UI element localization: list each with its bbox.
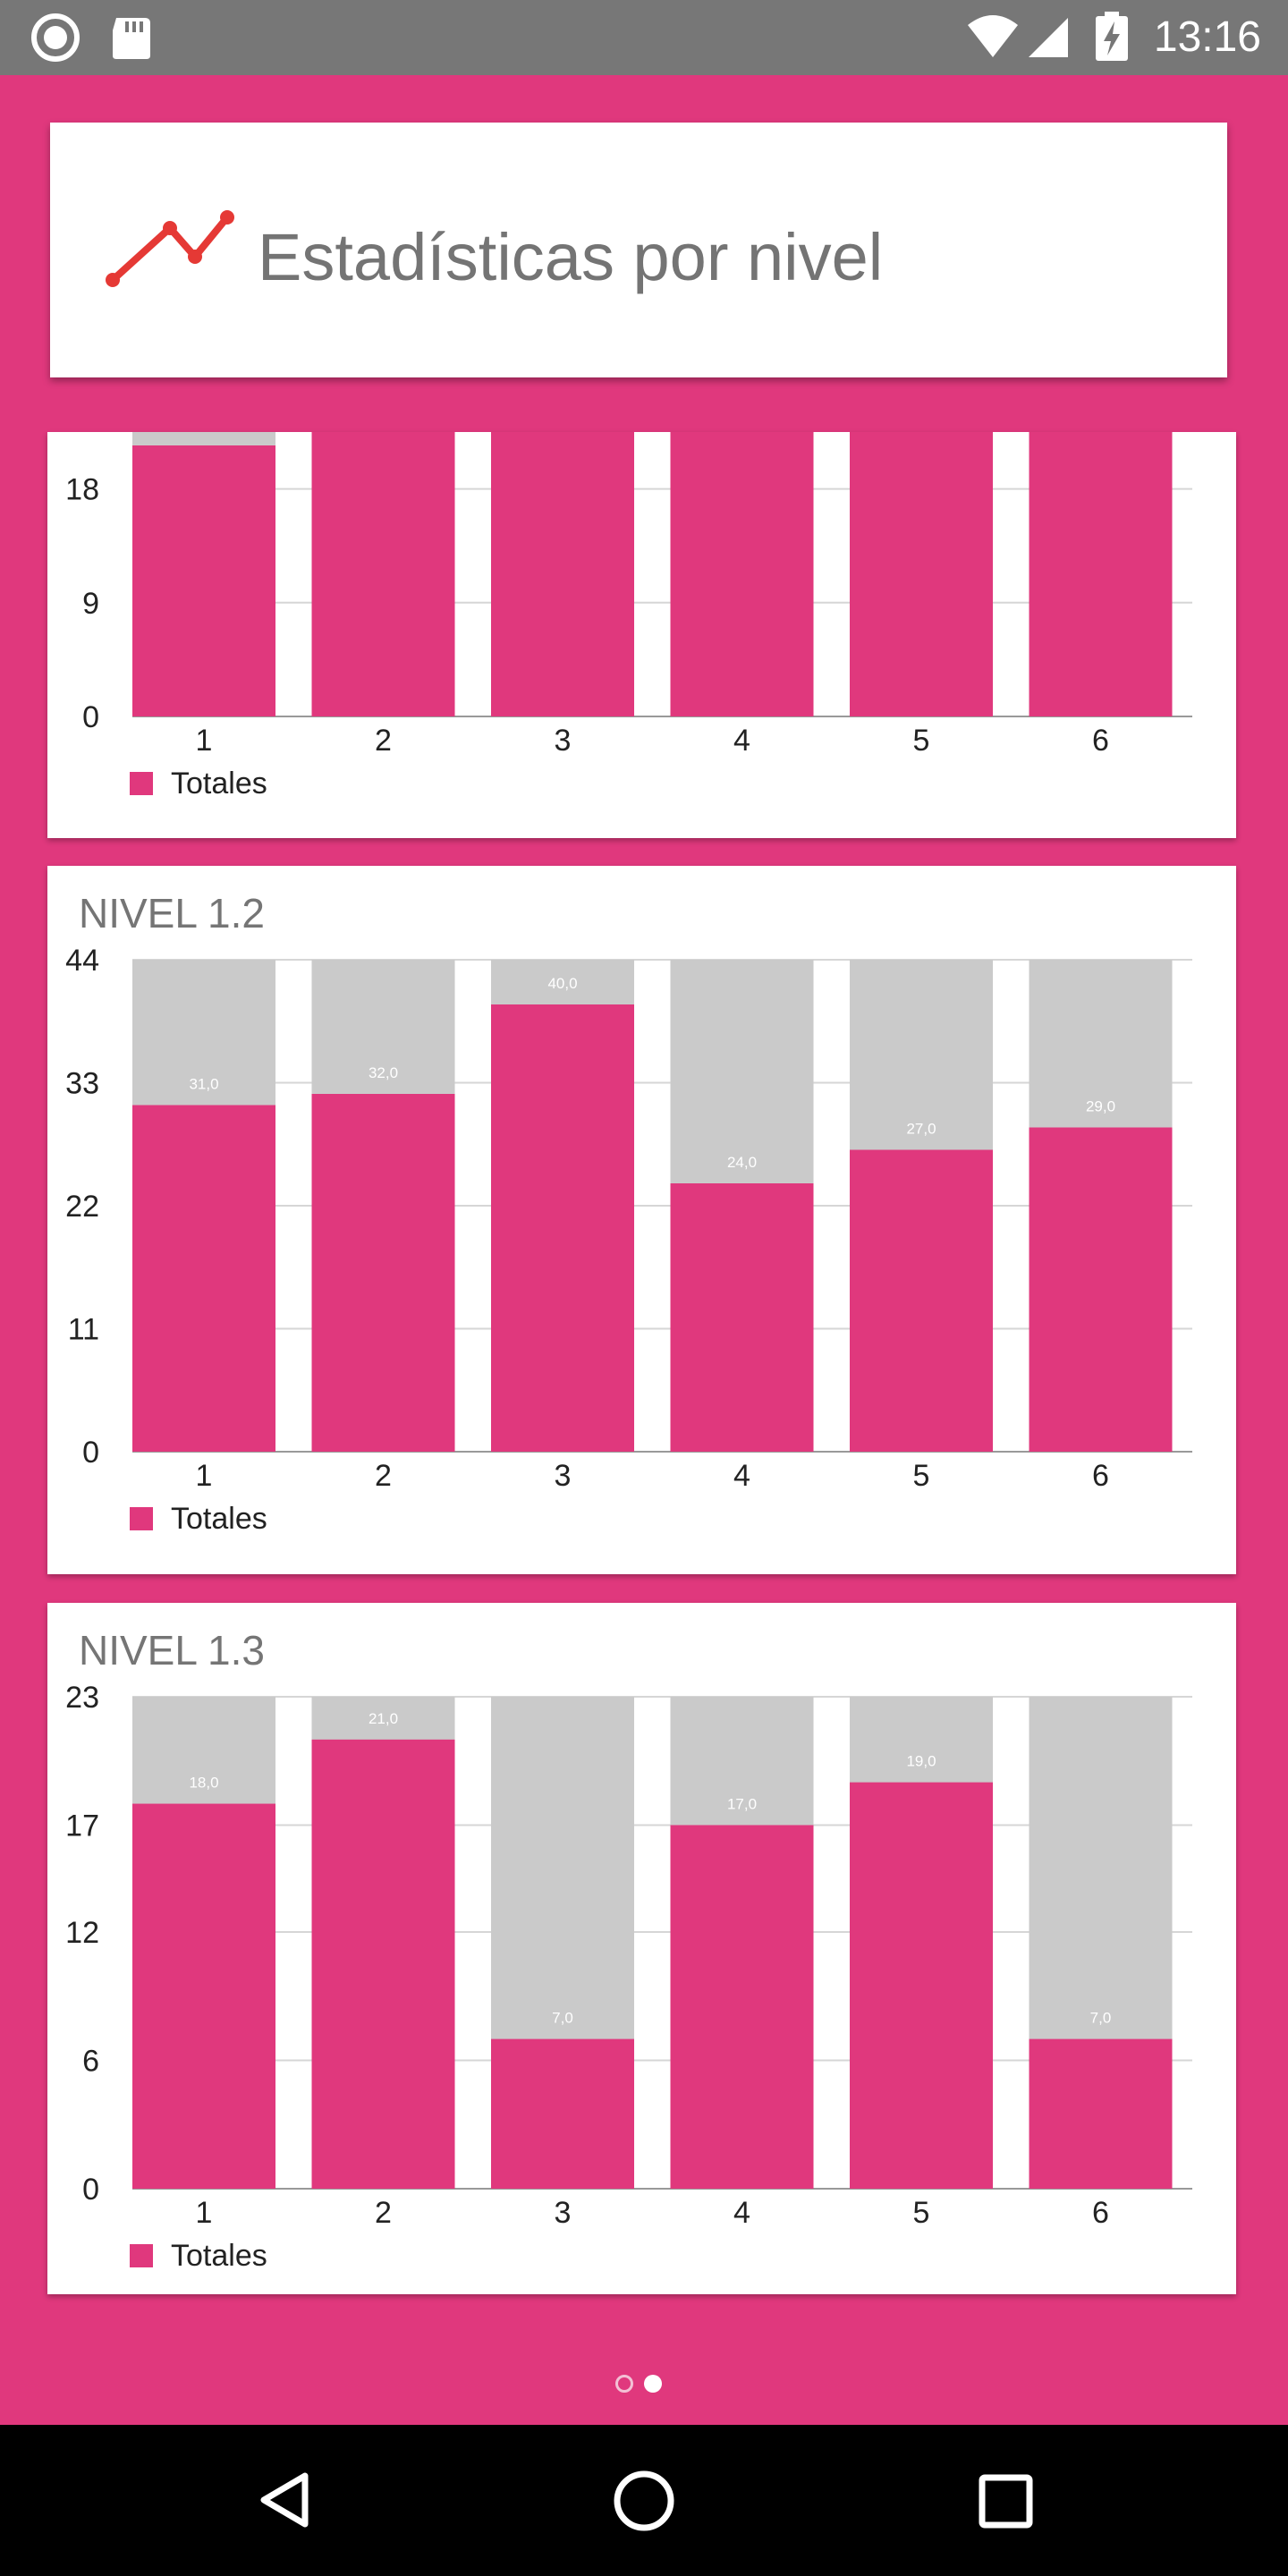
bar: [1029, 432, 1173, 716]
bar: [132, 1803, 275, 2189]
legend-label: Totales: [171, 2239, 267, 2273]
data-label: 21,0: [369, 1710, 398, 1727]
bar: [850, 1782, 993, 2189]
y-tick-label: 44: [65, 944, 99, 978]
x-tick-label: 3: [555, 2196, 572, 2230]
bar: [132, 445, 275, 716]
legend-swatch: [130, 1507, 153, 1530]
chart-nivel-1-3: 0 6 12 17 23 18,0 1 21,0 2 7,0 3 17,0 4 19,0 5 7,0 6 Tota…: [65, 1681, 1192, 2273]
legend-swatch: [130, 2244, 153, 2267]
x-tick-label: 5: [913, 1459, 930, 1493]
y-tick-label: 18: [65, 473, 99, 507]
x-tick-label: 5: [913, 724, 930, 758]
bar: [491, 2038, 634, 2189]
pager-dot-1[interactable]: [615, 2375, 633, 2393]
header-card: Estadísticas por nivel: [50, 123, 1227, 377]
bar: [311, 1094, 455, 1452]
x-tick-label: 1: [196, 2196, 213, 2230]
wifi-icon: [968, 15, 1018, 57]
bar: [670, 1183, 814, 1452]
y-tick-label: 11: [68, 1313, 99, 1347]
home-button[interactable]: [614, 2470, 674, 2531]
data-label: 7,0: [552, 2010, 573, 2027]
x-tick-label: 3: [555, 1459, 572, 1493]
bar: [850, 1149, 993, 1452]
y-tick-label: 12: [65, 1916, 99, 1950]
legend-label: Totales: [171, 767, 267, 801]
data-label: 17,0: [727, 1795, 757, 1812]
y-tick-label: 6: [82, 2045, 99, 2079]
legend-swatch: [130, 772, 153, 795]
data-label: 29,0: [1086, 1098, 1115, 1115]
status-bar: 13:16: [0, 0, 1288, 75]
data-label: 27,0: [906, 1121, 936, 1138]
status-time: 13:16: [1153, 13, 1261, 61]
bar: [670, 432, 814, 716]
x-tick-label: 1: [196, 1459, 213, 1493]
bar: [491, 1004, 634, 1452]
bar: [850, 432, 993, 716]
data-label: 40,0: [547, 975, 577, 992]
data-label: 32,0: [369, 1064, 398, 1081]
bar: [132, 1105, 275, 1452]
pager-dot-2-active[interactable]: [644, 2375, 662, 2393]
status-icons: [31, 12, 1128, 62]
data-label: 31,0: [189, 1076, 218, 1093]
data-label: 7,0: [1090, 2010, 1112, 2027]
data-label: 24,0: [727, 1154, 757, 1171]
data-label: 19,0: [906, 1753, 936, 1770]
navigation-bar: [0, 2425, 1288, 2576]
page-title: Estadísticas por nivel: [258, 220, 884, 294]
y-tick-label: 0: [82, 700, 99, 734]
x-tick-label: 2: [375, 724, 392, 758]
x-tick-label: 6: [1092, 724, 1109, 758]
y-tick-label: 33: [65, 1067, 99, 1101]
bar: [491, 432, 634, 716]
chart-card-nivel-1-1: 0 9 18 1 2 3 4 5 6 Totales: [47, 432, 1236, 838]
back-button[interactable]: [233, 2461, 331, 2541]
chart-nivel-1-2: 0 11 22 33 44 31,0 1 32,0 2 40,0 3 24,0 4 27,0 5 29,0 6 T…: [65, 944, 1192, 1536]
x-tick-label: 1: [196, 724, 213, 758]
y-tick-label: 22: [65, 1190, 99, 1224]
recents-button[interactable]: [979, 2474, 1033, 2529]
record-icon: [31, 13, 80, 62]
legend-label: Totales: [171, 1502, 267, 1536]
sd-card-icon: [113, 18, 150, 59]
chart-nivel-1-1: 0 9 18 1 2 3 4 5 6 Totales: [65, 432, 1192, 801]
y-tick-label: 23: [65, 1681, 99, 1715]
y-tick-label: 0: [82, 1436, 99, 1470]
x-tick-label: 6: [1092, 1459, 1109, 1493]
x-tick-label: 6: [1092, 2196, 1109, 2230]
y-tick-label: 17: [65, 1809, 99, 1843]
nav-buttons: [233, 2461, 1033, 2541]
x-tick-label: 4: [733, 2196, 750, 2230]
x-tick-label: 2: [375, 2196, 392, 2230]
data-label: 18,0: [189, 1775, 218, 1792]
bar: [1029, 1127, 1173, 1452]
chart-card-nivel-1-3: NIVEL 1.3 0 6 12 17 23 18,0 1 21,0 2 7,0 3 17,0 4 19,…: [47, 1603, 1236, 2294]
chart-card-nivel-1-2: NIVEL 1.2 0 11 22 33 44 31,0 1 32,0 2 40,0 3 24,0 4 2…: [47, 866, 1236, 1574]
x-tick-label: 3: [555, 724, 572, 758]
x-tick-label: 4: [733, 724, 750, 758]
y-tick-label: 0: [82, 2173, 99, 2207]
bar: [311, 432, 455, 716]
x-tick-label: 4: [733, 1459, 750, 1493]
line-chart-icon: [106, 210, 234, 287]
x-tick-label: 5: [913, 2196, 930, 2230]
chart-title: NIVEL 1.2: [79, 890, 265, 936]
battery-charging-icon: [1096, 12, 1128, 61]
bar: [670, 1825, 814, 2189]
bar: [311, 1739, 455, 2189]
bar: [1029, 2038, 1173, 2189]
x-tick-label: 2: [375, 1459, 392, 1493]
chart-title: NIVEL 1.3: [79, 1627, 265, 1674]
signal-icon: [1029, 18, 1068, 57]
y-tick-label: 9: [82, 587, 99, 621]
